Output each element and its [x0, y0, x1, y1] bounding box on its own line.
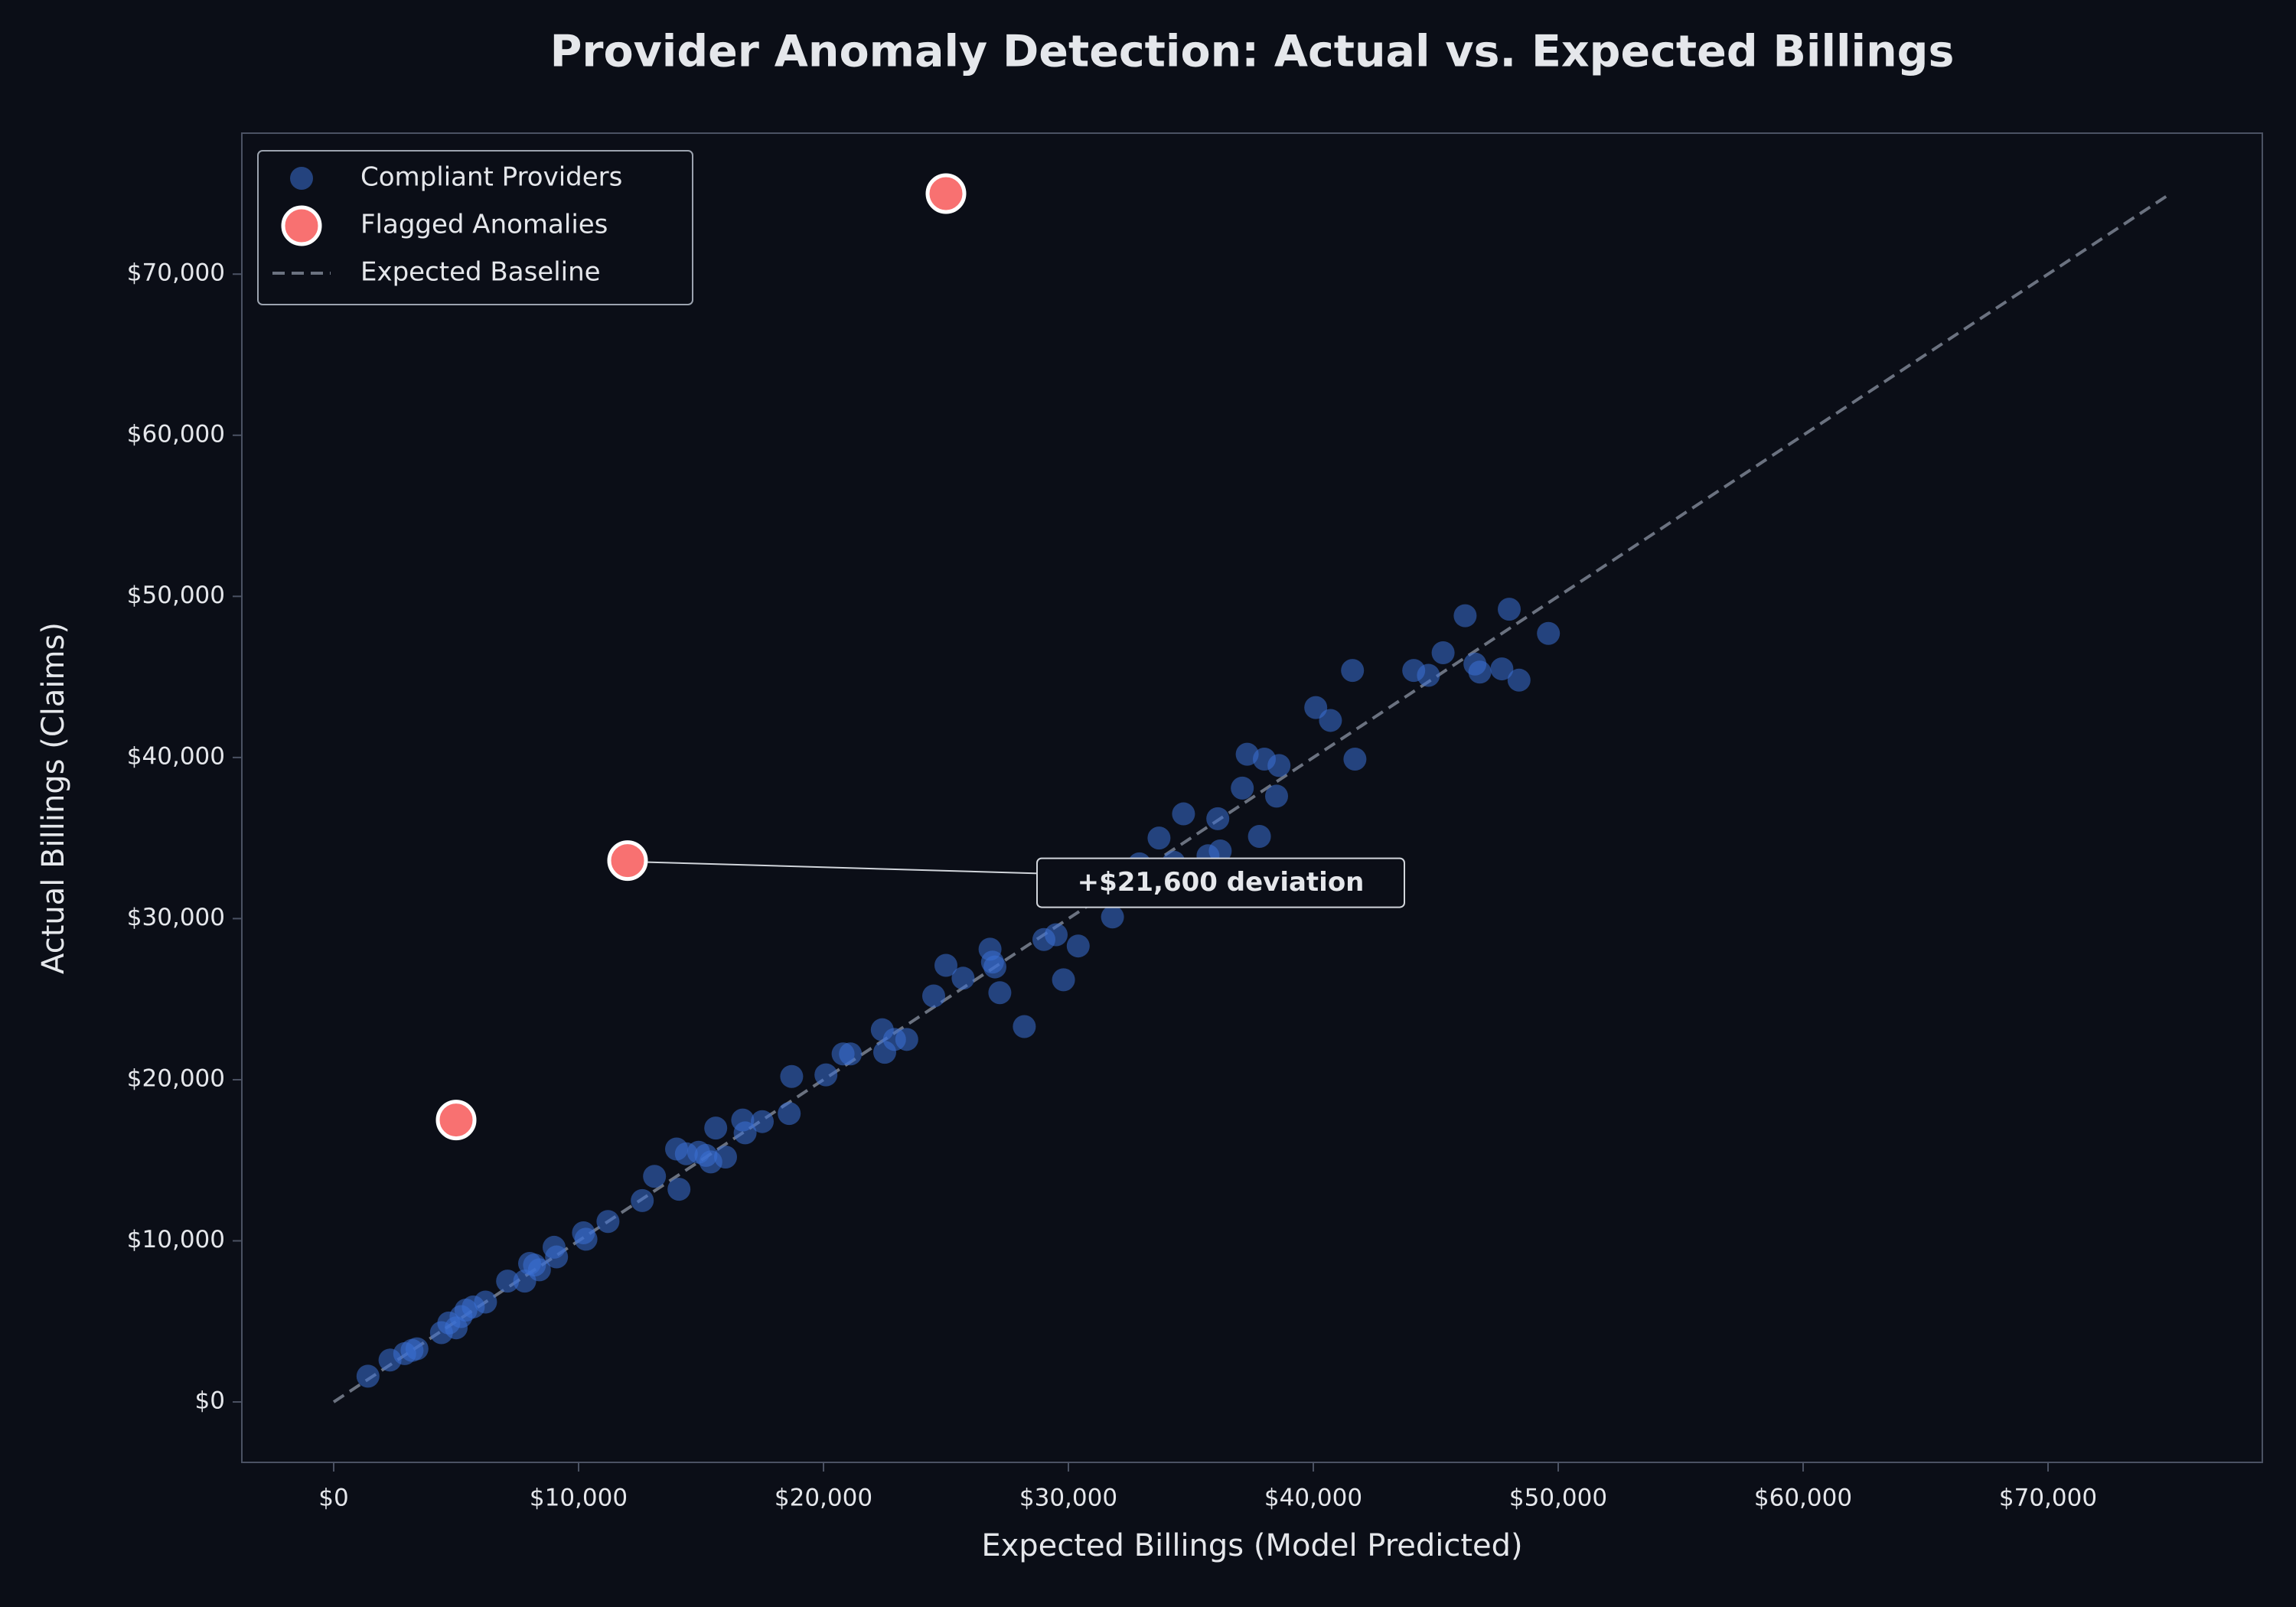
x-tick-label: $10,000: [530, 1485, 628, 1512]
compliant-point: [1045, 923, 1068, 947]
annotation-box: [1036, 857, 1405, 908]
legend-marker: [290, 167, 313, 190]
compliant-point: [405, 1337, 429, 1361]
x-tick-label: $40,000: [1264, 1485, 1362, 1512]
compliant-point: [714, 1146, 737, 1169]
compliant-point: [1013, 1015, 1036, 1038]
flagged-point: [435, 1100, 477, 1141]
y-tick-label: $0: [195, 1387, 225, 1415]
compliant-point: [1206, 807, 1230, 830]
y-tick-label: $10,000: [127, 1226, 225, 1253]
annotation-connector: [647, 861, 1045, 875]
compliant-point: [1431, 641, 1455, 665]
compliant-point: [751, 1110, 774, 1133]
compliant-point: [951, 966, 975, 990]
compliant-point: [1453, 604, 1477, 627]
compliant-point: [1267, 754, 1291, 777]
legend-label: Expected Baseline: [360, 257, 601, 288]
compliant-point: [1147, 826, 1171, 850]
compliant-point: [631, 1188, 654, 1212]
plot-frame: [241, 132, 2263, 1463]
compliant-point: [1231, 776, 1254, 800]
x-tick-label: $60,000: [1754, 1485, 1852, 1512]
compliant-point: [1507, 668, 1531, 692]
compliant-point: [574, 1227, 598, 1251]
compliant-point: [780, 1064, 804, 1088]
compliant-point: [667, 1178, 691, 1201]
compliant-point: [934, 953, 957, 977]
legend-marker: [281, 205, 322, 246]
chart-title: Provider Anomaly Detection: Actual vs. E…: [550, 27, 1955, 77]
y-axis-label: Actual Billings (Claims): [36, 622, 71, 974]
y-tick-label: $70,000: [127, 259, 225, 287]
annotation-text: +$21,600 deviation: [1078, 867, 1365, 898]
compliant-point: [643, 1165, 667, 1188]
compliant-point: [1537, 621, 1561, 645]
compliant-point: [527, 1258, 551, 1282]
compliant-point: [1498, 598, 1521, 621]
compliant-point: [496, 1270, 520, 1293]
compliant-point: [1265, 784, 1288, 808]
compliant-point: [733, 1121, 757, 1145]
compliant-point: [704, 1116, 728, 1140]
flagged-point: [607, 840, 648, 882]
x-tick-label: $0: [318, 1485, 348, 1512]
compliant-point: [839, 1042, 863, 1066]
x-tick-label: $50,000: [1509, 1485, 1607, 1512]
legend-label: Compliant Providers: [360, 162, 622, 193]
y-tick-label: $20,000: [127, 1064, 225, 1092]
compliant-point: [988, 981, 1012, 1005]
legend-box: [257, 150, 693, 305]
compliant-point: [596, 1210, 620, 1234]
compliant-point: [983, 955, 1006, 979]
annotation: +$21,600 deviation: [647, 857, 1405, 908]
x-tick-label: $20,000: [775, 1485, 872, 1512]
compliant-point: [1468, 660, 1492, 684]
compliant-point: [356, 1364, 380, 1388]
compliant-point: [474, 1290, 497, 1314]
compliant-point: [1172, 802, 1195, 826]
compliant-point: [1101, 905, 1124, 929]
x-tick-label: $30,000: [1019, 1485, 1117, 1512]
compliant-point: [1343, 747, 1367, 771]
compliant-point: [1208, 839, 1232, 862]
y-tick-label: $30,000: [127, 904, 225, 931]
y-tick-label: $60,000: [127, 420, 225, 448]
compliant-point: [1066, 934, 1090, 958]
x-axis-label: Expected Billings (Model Predicted): [981, 1528, 1522, 1563]
compliant-point: [1417, 663, 1440, 687]
compliant-point: [1319, 709, 1342, 732]
legend-label: Flagged Anomalies: [360, 210, 608, 240]
y-tick-label: $40,000: [127, 742, 225, 770]
compliant-point: [814, 1063, 838, 1087]
compliant-point: [1341, 659, 1365, 683]
compliant-point: [1247, 825, 1271, 849]
compliant-point: [545, 1245, 569, 1269]
compliant-point: [1052, 968, 1075, 992]
compliant-point: [922, 984, 945, 1008]
x-tick-label: $70,000: [1999, 1485, 2097, 1512]
compliant-point: [778, 1102, 801, 1126]
compliant-point: [1490, 657, 1514, 681]
flagged-point: [925, 173, 967, 214]
y-tick-label: $50,000: [127, 582, 225, 609]
compliant-point: [895, 1028, 918, 1051]
